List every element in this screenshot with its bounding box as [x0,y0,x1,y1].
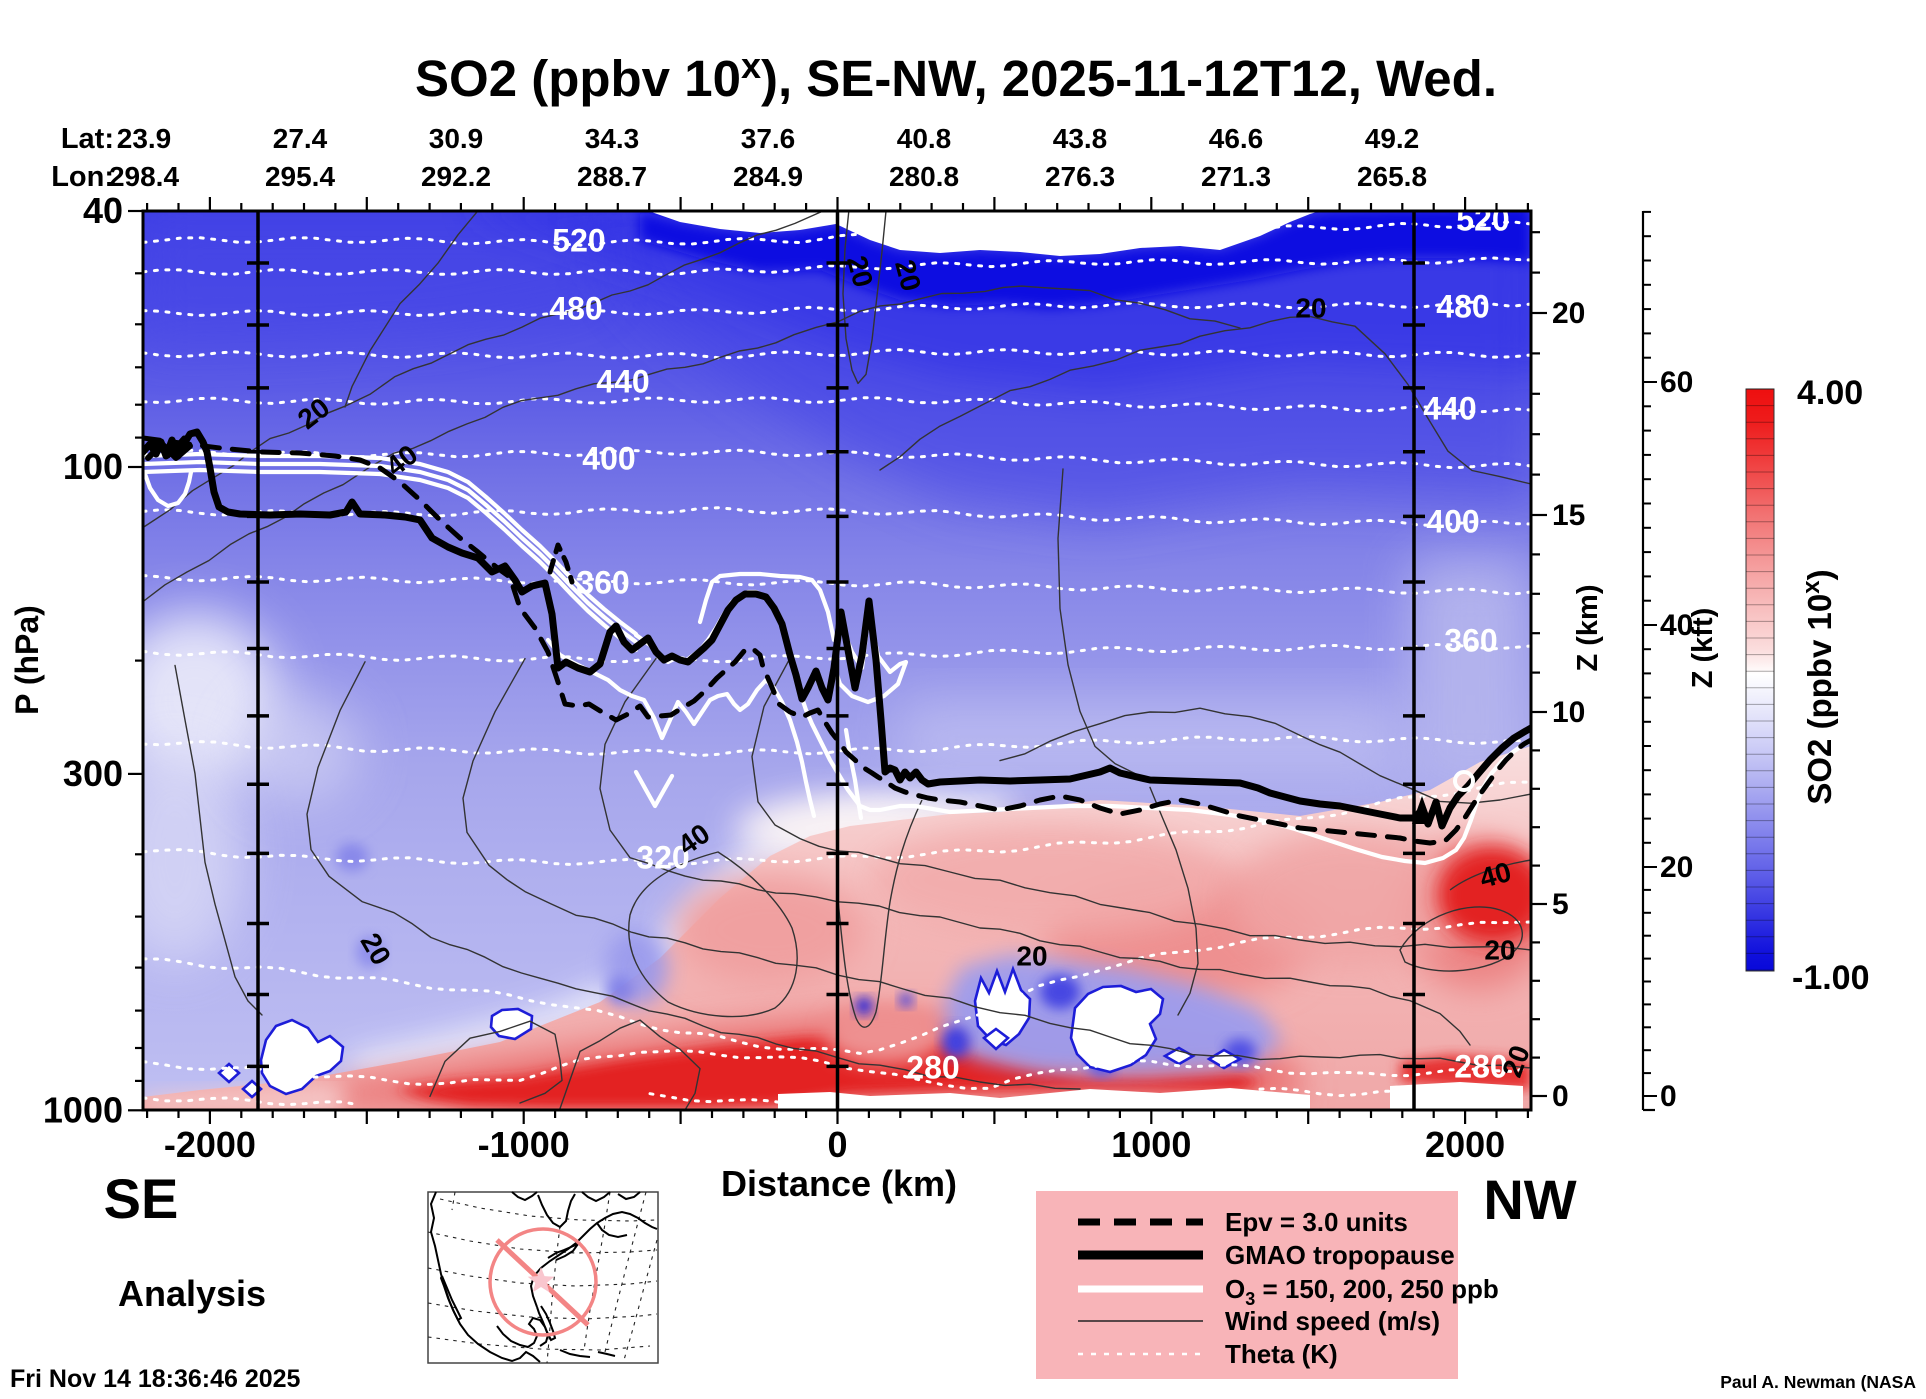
svg-text:Wind speed (m/s): Wind speed (m/s) [1225,1306,1440,1336]
svg-text:480: 480 [549,290,602,326]
svg-text:10: 10 [1552,696,1585,729]
svg-text:280.8: 280.8 [889,161,959,192]
svg-text:2000: 2000 [1425,1124,1505,1165]
svg-text:Paul A. Newman (NASA: Paul A. Newman (NASA [1720,1372,1916,1392]
svg-text:43.8: 43.8 [1053,123,1108,154]
svg-text:0: 0 [1552,1080,1569,1113]
svg-text:SO2 (ppbv 10x): SO2 (ppbv 10x) [1798,569,1838,804]
svg-text:1000: 1000 [1111,1124,1191,1165]
svg-text:300: 300 [63,753,123,794]
svg-text:Analysis: Analysis [118,1273,266,1314]
svg-text:15: 15 [1552,499,1585,532]
svg-text:292.2: 292.2 [421,161,491,192]
svg-text:276.3: 276.3 [1045,161,1115,192]
svg-text:20: 20 [1016,940,1047,971]
svg-text:P (hPa): P (hPa) [9,605,45,715]
svg-text:40: 40 [1660,609,1693,642]
svg-text:34.3: 34.3 [585,123,640,154]
svg-text:5: 5 [1552,888,1569,921]
svg-text:Distance (km): Distance (km) [721,1163,957,1204]
svg-text:SO2 (ppbv 10x), SE-NW, 2025-11: SO2 (ppbv 10x), SE-NW, 2025-11-12T12, We… [415,45,1497,107]
svg-text:37.6: 37.6 [741,123,796,154]
svg-text:Epv = 3.0 units: Epv = 3.0 units [1225,1207,1408,1237]
svg-text:SE: SE [104,1167,179,1230]
svg-text:400: 400 [582,440,635,476]
svg-text:320: 320 [636,839,689,875]
svg-text:27.4: 27.4 [273,123,328,154]
svg-text:520: 520 [552,222,605,258]
svg-text:295.4: 295.4 [265,161,335,192]
svg-text:288.7: 288.7 [577,161,647,192]
svg-text:30.9: 30.9 [429,123,484,154]
svg-text:NW: NW [1483,1168,1576,1231]
svg-text:Fri Nov 14 18:36:46 2025: Fri Nov 14 18:36:46 2025 [10,1365,301,1393]
svg-text:Lon:: Lon: [51,161,114,193]
svg-text:20: 20 [1484,934,1515,965]
svg-text:40.8: 40.8 [897,123,952,154]
svg-text:O3 = 150, 200, 250 ppb: O3 = 150, 200, 250 ppb [1225,1274,1499,1309]
svg-text:400: 400 [1426,503,1479,539]
svg-text:20: 20 [1295,292,1326,323]
svg-text:0: 0 [1660,1080,1677,1113]
svg-text:360: 360 [576,564,629,600]
svg-text:60: 60 [1660,366,1693,399]
svg-text:40: 40 [83,190,123,231]
svg-text:0: 0 [827,1124,847,1165]
svg-text:Z (kft): Z (kft) [1687,608,1719,689]
svg-text:46.6: 46.6 [1209,123,1264,154]
svg-text:280: 280 [1454,1048,1507,1084]
svg-text:Lat:: Lat: [61,123,114,155]
svg-text:23.9: 23.9 [117,123,172,154]
svg-text:20: 20 [1660,851,1693,884]
svg-text:-2000: -2000 [164,1124,256,1165]
svg-text:440: 440 [596,363,649,399]
svg-text:Theta (K): Theta (K) [1225,1339,1338,1369]
svg-text:-1000: -1000 [478,1124,570,1165]
svg-text:360: 360 [1444,622,1497,658]
svg-text:100: 100 [63,446,123,487]
svg-text:4.00: 4.00 [1797,374,1863,412]
svg-text:480: 480 [1436,288,1489,324]
svg-text:265.8: 265.8 [1357,161,1427,192]
svg-text:440: 440 [1423,390,1476,426]
svg-text:271.3: 271.3 [1201,161,1271,192]
svg-text:280: 280 [906,1049,959,1085]
svg-text:GMAO tropopause: GMAO tropopause [1225,1240,1455,1270]
svg-text:1000: 1000 [43,1089,123,1130]
svg-text:284.9: 284.9 [733,161,803,192]
svg-text:298.4: 298.4 [109,161,179,192]
svg-text:49.2: 49.2 [1365,123,1420,154]
svg-text:520: 520 [1456,201,1509,237]
svg-text:Z (km): Z (km) [1572,585,1604,672]
svg-text:-1.00: -1.00 [1792,959,1870,997]
svg-text:20: 20 [1552,297,1585,330]
